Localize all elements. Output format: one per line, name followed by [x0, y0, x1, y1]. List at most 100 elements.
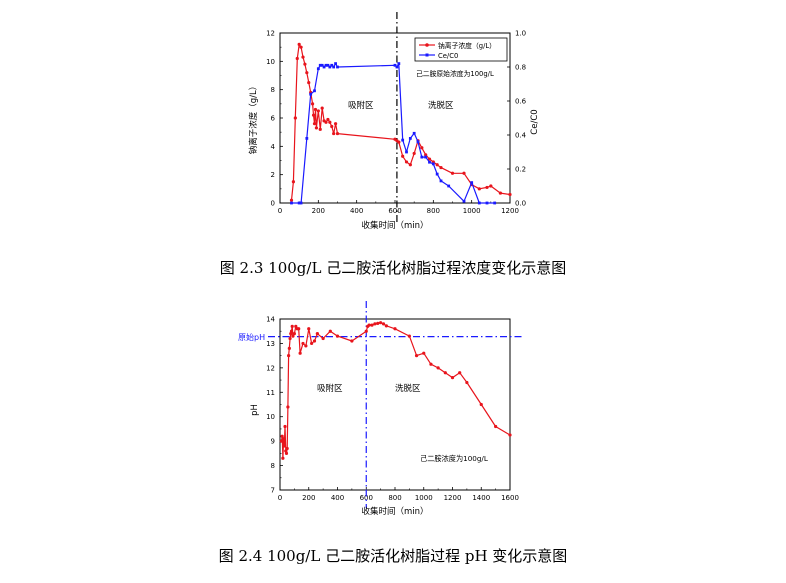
chart2-original-ph-label: 原始pH — [238, 332, 265, 342]
chart1-series-0-point — [299, 45, 303, 49]
chart2-series-0-point — [364, 329, 368, 333]
chart1-series-0-point — [489, 184, 493, 188]
chart1-series-1-point — [493, 201, 497, 205]
chart1-series-0-point — [307, 80, 311, 85]
chart2-series-0-point — [286, 405, 290, 409]
chart1-series-0-point — [310, 102, 315, 106]
chart2-series-0-point — [370, 323, 374, 327]
chart2-series-0-point — [280, 434, 284, 438]
chart1-series-1-point — [447, 184, 451, 188]
chart1-legend-marker-1 — [425, 53, 429, 57]
chart2-x-tick-label: 1000 — [415, 494, 433, 502]
chart1-series-0-point — [485, 185, 489, 190]
chart1-series-1-point — [477, 201, 481, 205]
chart1-series-1-point — [324, 63, 328, 67]
chart1-series-0-point — [408, 163, 412, 167]
chart1-annotation-note: 己二胺原始浓度为100g/L — [416, 69, 494, 78]
chart1-series-1-point — [401, 138, 405, 142]
chart1-series-0-point — [316, 109, 320, 113]
chart1-series-1-point — [330, 63, 334, 67]
chart1-series-0-point — [333, 122, 338, 126]
chart2-x-tick-label: 600 — [360, 494, 373, 502]
chart1-series-0-point — [313, 107, 318, 112]
chart1-y-tick-label: 10 — [266, 58, 275, 66]
chart1-series-0-point — [404, 160, 409, 164]
chart2-series-0-point — [301, 341, 305, 346]
chart2-series-0-point — [279, 439, 284, 443]
chart2-series-0-point — [422, 351, 426, 355]
chart2-series-0-point — [292, 332, 296, 336]
chart2-series-layer — [279, 321, 512, 460]
chart1-series-1-point — [439, 179, 443, 183]
chart1-series-1-point — [332, 65, 336, 69]
chart1-legend-marker-0 — [425, 43, 429, 47]
chart1-series-1-point — [297, 201, 301, 205]
chart1-x-tick-label: 1200 — [501, 207, 519, 215]
chart2-series-0-line — [280, 322, 511, 459]
chart1-series-1-point — [328, 65, 332, 69]
chart1-series-1-point — [336, 65, 339, 69]
chart2-caption: 图 2.4 100g/L 己二胺活化树脂过程 pH 变化示意图 — [218, 547, 568, 565]
chart2-y-tick-label: 12 — [266, 364, 275, 372]
chart1-series-1-point — [322, 65, 326, 69]
chart1-y2-tick-label: 0.0 — [515, 200, 526, 208]
chart1-series-1-point — [309, 92, 313, 96]
chart1-series-0-point — [397, 140, 401, 144]
chart2-series-0-point — [465, 380, 469, 385]
chart2-x-tick-label: 1200 — [444, 494, 462, 502]
chart1-y-axis: 0 2 4 6 8 10 12 — [266, 30, 283, 208]
chart2-series-0-point — [288, 336, 292, 341]
chart2-series-0-point — [450, 376, 455, 380]
chart1-x-tick-label: 200 — [312, 207, 325, 215]
chart1-series-0-point — [401, 154, 405, 158]
chart1-series-1-point — [485, 201, 489, 205]
chart1-series-1-point — [462, 199, 466, 203]
chart1-series-1-point — [316, 67, 320, 71]
chart2-y-tick-label: 9 — [271, 438, 275, 446]
chart2-series-0-point — [458, 371, 462, 375]
chart2-series-0-point — [376, 321, 380, 325]
chart1-legend-box — [414, 37, 508, 62]
chart1-y2-tick-label: 1.0 — [515, 30, 526, 38]
chart2-x-tick-label: 400 — [331, 494, 344, 502]
chart1-y2-tick-label: 0.8 — [515, 64, 526, 72]
chart2-series-0-point — [436, 366, 440, 370]
chart2-x-axis: 0 200 400 600 800 1000 1200 1400 1600 — [278, 487, 519, 502]
chart1-series-1-point — [397, 62, 401, 65]
chart2-series-0-point — [335, 334, 340, 338]
chart2-series-0-point — [414, 354, 419, 358]
chart2-annotation-adsorb: 吸附区 — [317, 383, 343, 394]
chart2-series-0-point — [429, 362, 433, 366]
chart1-x-tick-label: 800 — [427, 207, 440, 215]
chart1-series-1-point — [470, 181, 474, 184]
chart2-y-tick-label: 7 — [271, 487, 275, 495]
chart1-series-0-point — [508, 192, 512, 197]
chart2-series-0-point — [290, 324, 294, 328]
chart2-series-0-point — [281, 437, 286, 441]
chart1-y2-label: Ce/C0 — [530, 109, 540, 134]
chart1-y2-axis: 0.0 0.2 0.4 0.6 0.8 1.0 — [507, 30, 527, 208]
chart1-x-tick-label: 1000 — [463, 207, 481, 215]
chart1-series-0-point — [303, 62, 307, 66]
chart2-series-0-point — [350, 339, 354, 343]
chart1-y-tick-label: 6 — [271, 115, 276, 123]
chart1-x-tick-label: 400 — [350, 207, 363, 215]
chart1-series-0-point — [301, 55, 305, 59]
chart2-y-tick-label: 10 — [266, 413, 275, 421]
chart1-series-1-point — [290, 201, 293, 205]
chart1-series-0-point — [435, 163, 439, 167]
chart1-series-0-point — [462, 171, 466, 175]
chart1-x-tick-label: 600 — [388, 207, 401, 215]
chart2-series-0-point — [508, 433, 512, 437]
chart1-series-0-point — [335, 131, 340, 136]
chart1-series-0-point — [427, 157, 432, 161]
chart1-series-1-point — [408, 137, 412, 140]
chart1-y-tick-label: 12 — [266, 30, 275, 38]
chart2-series-0-point — [297, 327, 301, 331]
chart2-series-0-point — [373, 322, 377, 326]
chart1-y-label: 钠离子浓度（g/L） — [248, 82, 259, 155]
chart1-series-0-point — [332, 131, 336, 136]
chart1-x-tick-label: 0 — [278, 207, 282, 215]
chart2-series-0-point — [381, 322, 386, 326]
